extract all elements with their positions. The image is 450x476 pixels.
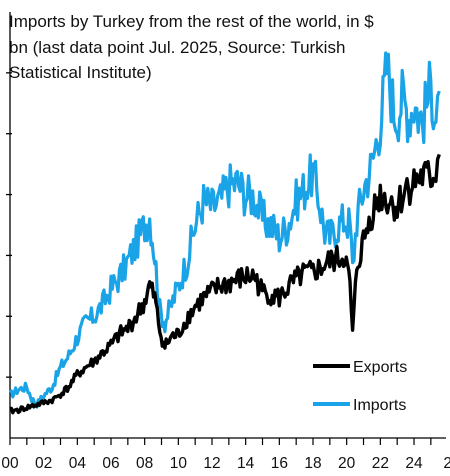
x-tick-label-11: 22 — [372, 455, 389, 472]
x-tick-label-2: 04 — [69, 455, 87, 472]
x-tick-label-0: 00 — [1, 455, 19, 472]
x-tick-label-1: 02 — [35, 455, 52, 472]
x-tick-label-5: 10 — [170, 455, 188, 472]
x-tick-label-8: 16 — [271, 455, 288, 472]
legend-label-imports: Imports — [353, 397, 406, 414]
x-tick-label-6: 12 — [203, 455, 220, 472]
legend: Exports Imports — [313, 359, 407, 414]
x-tick-label-3: 06 — [102, 455, 119, 472]
series-line-exports — [9, 153, 441, 415]
x-tick-label-7: 14 — [237, 455, 255, 472]
series-line-imports — [8, 51, 441, 409]
chart-title-line-1: Imports by Turkey from the rest of the w… — [9, 12, 374, 31]
legend-label-exports: Exports — [353, 359, 407, 376]
chart-title-line-3: Statistical Institute) — [9, 63, 152, 82]
chart-title-line-2: bn (last data point Jul. 2025, Source: T… — [9, 38, 345, 57]
plot-area: 00 02 04 06 08 10 12 14 16 18 20 22 24 2 — [1, 12, 450, 472]
x-tick-label-9: 18 — [304, 455, 321, 472]
x-tick-label-10: 20 — [338, 455, 356, 472]
x-tick-label-12: 24 — [405, 455, 423, 472]
x-tick-label-4: 08 — [136, 455, 153, 472]
x-tick-label-13: 2 — [443, 455, 450, 472]
